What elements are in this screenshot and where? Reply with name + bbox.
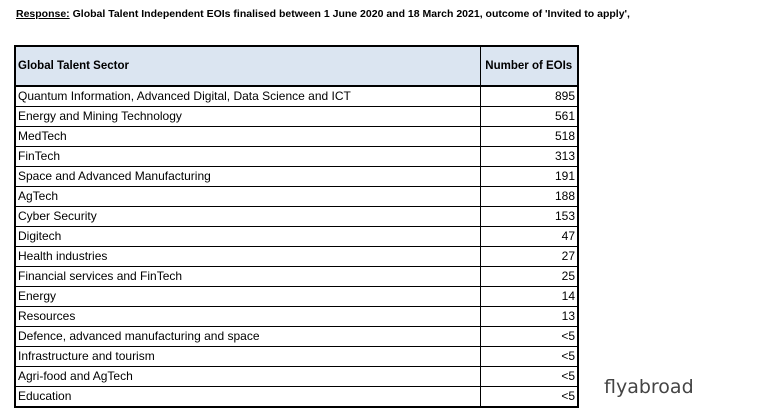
- eoi-count-cell: 14: [479, 286, 579, 307]
- eoi-count-cell: 895: [479, 85, 579, 107]
- table-row: Infrastructure and tourism <5: [14, 346, 579, 367]
- sector-cell: MedTech: [14, 126, 481, 147]
- eoi-count-cell: <5: [479, 366, 579, 387]
- header-number-of-eois: Number of EOIs: [479, 45, 579, 87]
- caption-text: Global Talent Independent EOIs finalised…: [69, 8, 630, 20]
- sector-cell: FinTech: [14, 146, 481, 167]
- eoi-count-cell: 13: [479, 306, 579, 327]
- sector-cell: Cyber Security: [14, 206, 481, 227]
- table-row: Financial services and FinTech 25: [14, 266, 579, 287]
- sector-cell: Quantum Information, Advanced Digital, D…: [14, 85, 481, 107]
- eoi-count-cell: 191: [479, 166, 579, 187]
- eoi-count-cell: 188: [479, 186, 579, 207]
- eoi-table: Global Talent Sector Number of EOIs Quan…: [14, 45, 579, 408]
- sector-cell: Financial services and FinTech: [14, 266, 481, 287]
- table-row: Resources 13: [14, 306, 579, 327]
- page-caption: Response: Global Talent Independent EOIs…: [16, 8, 630, 20]
- table-row: Health industries 27: [14, 246, 579, 267]
- watermark: flyabroad: [604, 376, 694, 398]
- sector-cell: Energy and Mining Technology: [14, 106, 481, 127]
- table-row: Cyber Security 153: [14, 206, 579, 227]
- sector-cell: Agri-food and AgTech: [14, 366, 481, 387]
- sector-cell: Education: [14, 386, 481, 408]
- sector-cell: Defence, advanced manufacturing and spac…: [14, 326, 481, 347]
- table-row: Defence, advanced manufacturing and spac…: [14, 326, 579, 347]
- eoi-count-cell: <5: [479, 326, 579, 347]
- eoi-count-cell: 25: [479, 266, 579, 287]
- sector-cell: Space and Advanced Manufacturing: [14, 166, 481, 187]
- sector-cell: Digitech: [14, 226, 481, 247]
- sector-cell: Resources: [14, 306, 481, 327]
- caption-lead: Response:: [16, 8, 70, 20]
- eoi-count-cell: 153: [479, 206, 579, 227]
- eoi-count-cell: <5: [479, 386, 579, 408]
- header-sector: Global Talent Sector: [14, 45, 481, 87]
- table-row: AgTech 188: [14, 186, 579, 207]
- eoi-count-cell: 27: [479, 246, 579, 267]
- sector-cell: Health industries: [14, 246, 481, 267]
- table-row: Energy and Mining Technology 561: [14, 106, 579, 127]
- table-row: Digitech 47: [14, 226, 579, 247]
- table-row: Quantum Information, Advanced Digital, D…: [14, 85, 579, 107]
- table-row: Space and Advanced Manufacturing 191: [14, 166, 579, 187]
- table-row: Energy 14: [14, 286, 579, 307]
- eoi-count-cell: 313: [479, 146, 579, 167]
- eoi-count-cell: 561: [479, 106, 579, 127]
- eoi-count-cell: 47: [479, 226, 579, 247]
- table-body: Quantum Information, Advanced Digital, D…: [14, 85, 579, 408]
- table-header-row: Global Talent Sector Number of EOIs: [14, 45, 579, 87]
- sector-cell: Infrastructure and tourism: [14, 346, 481, 367]
- eoi-count-cell: <5: [479, 346, 579, 367]
- table-row: MedTech 518: [14, 126, 579, 147]
- table-row: Agri-food and AgTech <5: [14, 366, 579, 387]
- eoi-count-cell: 518: [479, 126, 579, 147]
- table-row: FinTech 313: [14, 146, 579, 167]
- sector-cell: AgTech: [14, 186, 481, 207]
- sector-cell: Energy: [14, 286, 481, 307]
- table-row: Education <5: [14, 386, 579, 408]
